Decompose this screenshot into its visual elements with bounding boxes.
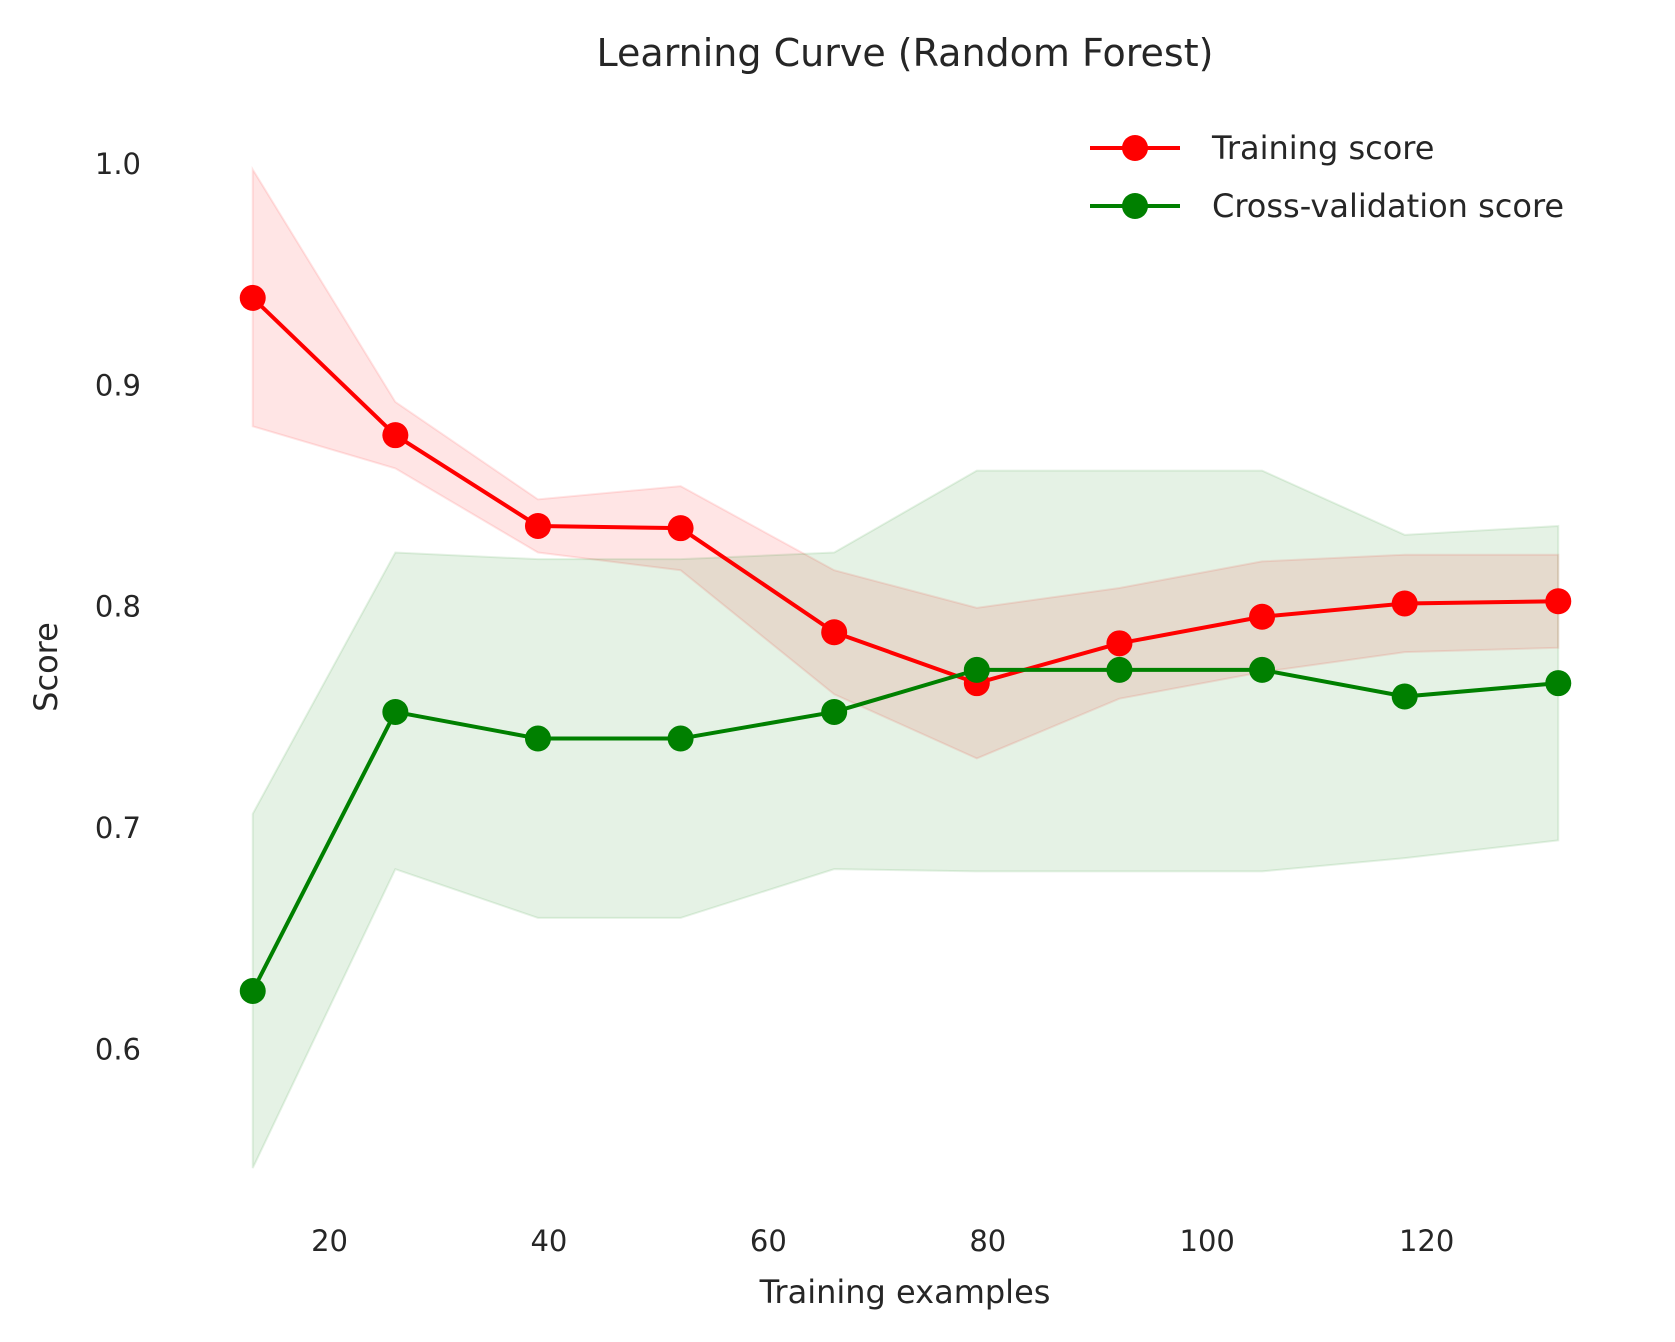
legend: Training score Cross-validation score — [1090, 129, 1564, 225]
x-tick-label: 20 — [311, 1224, 348, 1258]
cross-validation-score-point — [963, 656, 990, 683]
training-score-point — [1249, 603, 1276, 630]
x-tick-label: 40 — [530, 1224, 567, 1258]
training-score-band — [251, 165, 1560, 760]
training-score-point — [1391, 590, 1418, 617]
cross-validation-score-point — [821, 698, 848, 725]
y-axis-label: Score — [27, 622, 65, 712]
legend-label-cross-validation-score: Cross-validation score — [1212, 187, 1564, 225]
cross-validation-score-point — [1545, 670, 1572, 697]
legend-label-training-score: Training score — [1211, 129, 1434, 167]
y-tick-label: 0.7 — [95, 811, 141, 845]
y-tick-label: 0.6 — [95, 1033, 141, 1067]
cross-validation-score-point — [382, 698, 409, 725]
training-score-point — [524, 512, 551, 539]
x-tick-label: 60 — [750, 1224, 787, 1258]
x-tick-label: 120 — [1399, 1224, 1454, 1258]
y-tick-label: 0.9 — [95, 368, 141, 402]
x-axis-ticks: 20 40 60 80 100 120 — [311, 1224, 1454, 1258]
cross-validation-score-point — [524, 725, 551, 752]
y-tick-label: 0.8 — [95, 590, 141, 624]
training-score-line — [251, 296, 1559, 686]
confidence-bands — [251, 165, 1560, 1169]
cross-validation-score-point — [667, 725, 694, 752]
cross-validation-score-point — [1391, 683, 1418, 710]
x-axis-label: Training examples — [759, 1273, 1051, 1311]
y-axis-ticks: 0.6 0.7 0.8 0.9 1.0 — [95, 147, 141, 1067]
training-score-point — [667, 515, 694, 542]
x-tick-label: 100 — [1180, 1224, 1235, 1258]
cross-validation-score-point — [1106, 656, 1133, 683]
training-score-point — [1106, 630, 1133, 657]
chart-title: Learning Curve (Random Forest) — [597, 31, 1214, 75]
cross-validation-score-line — [250, 667, 1559, 992]
training-score-point — [239, 284, 266, 311]
cross-validation-score-point — [239, 977, 266, 1004]
x-tick-label: 80 — [969, 1224, 1006, 1258]
legend-marker-cross-validation-score — [1122, 193, 1148, 219]
series-points — [239, 284, 1572, 1004]
cross-validation-score-point — [1249, 656, 1276, 683]
training-score-point — [821, 619, 848, 646]
y-tick-label: 1.0 — [95, 147, 141, 181]
series-lines — [250, 296, 1559, 992]
cross-validation-score-band — [251, 469, 1560, 1169]
training-score-point — [382, 422, 409, 449]
legend-marker-training-score — [1122, 135, 1148, 161]
training-score-point — [1545, 588, 1572, 615]
